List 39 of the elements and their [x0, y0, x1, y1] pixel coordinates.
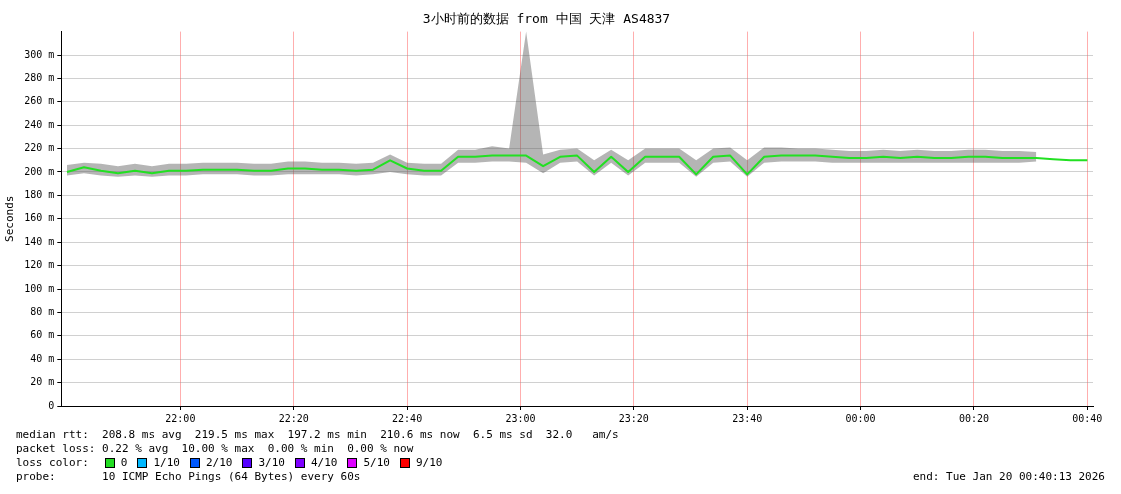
x-tick-label: 23:00 — [505, 412, 536, 424]
x-tick-label: 00:40 — [1072, 412, 1103, 424]
y-tick-label: 140 m — [24, 235, 55, 247]
y-tick-label: 60 m — [30, 329, 55, 341]
y-tick-label: 300 m — [24, 48, 55, 60]
x-tick-label: 22:40 — [392, 412, 423, 424]
y-tick-label: 80 m — [30, 305, 55, 317]
text: 2/10 — [205, 456, 233, 470]
y-tick-label: 100 m — [24, 282, 55, 294]
text: probe: 10 ICMP Echo Pings (64 Bytes) every 60s — [16, 470, 361, 484]
text: packet loss: 0.22 % avg 10.00 % max 0.00 % min 0.00 % now — [16, 442, 415, 456]
y-tick-label: 120 m — [24, 259, 55, 271]
x-tick-label: 00:20 — [958, 412, 990, 424]
text: 5/10 — [363, 456, 390, 470]
y-tick-label: 240 m — [24, 118, 55, 130]
text: end: Tue Jan 20 00:40:13 2026 — [912, 470, 1105, 484]
text: 0 — [120, 456, 128, 470]
chart-title: 3小时前的数据 from 中国 天津 AS4837 — [422, 11, 671, 27]
x-tick-label: 23:20 — [618, 412, 649, 424]
y-axis-title: Seconds — [3, 195, 17, 242]
y-tick-label: 180 m — [24, 188, 55, 200]
y-tick-label: 20 m — [30, 376, 55, 388]
text: 9/10 — [415, 456, 443, 470]
x-tick-label: 23:40 — [732, 412, 763, 424]
x-tick-label: 22:20 — [278, 412, 309, 424]
text: loss color: — [16, 456, 89, 470]
y-tick-label: 280 m — [24, 71, 55, 83]
text: median rtt: 208.8 ms avg 219.5 ms max 197.2 ms min 210.6 ms now 6.5 ms sd 32.0 am/s — [16, 428, 620, 442]
y-tick-label: 0 — [48, 399, 55, 411]
y-tick-label: 220 m — [24, 142, 55, 154]
y-tick-label: 260 m — [24, 95, 55, 107]
x-tick-label: 22:00 — [165, 412, 196, 424]
x-tick-label: 00:00 — [845, 412, 876, 424]
y-tick-label: 200 m — [24, 165, 55, 177]
text: 1/10 — [153, 456, 180, 470]
y-tick-label: 160 m — [24, 212, 55, 224]
text: 3/10 — [258, 456, 285, 470]
y-tick-label: 40 m — [30, 352, 55, 364]
text: 4/10 — [310, 456, 338, 470]
